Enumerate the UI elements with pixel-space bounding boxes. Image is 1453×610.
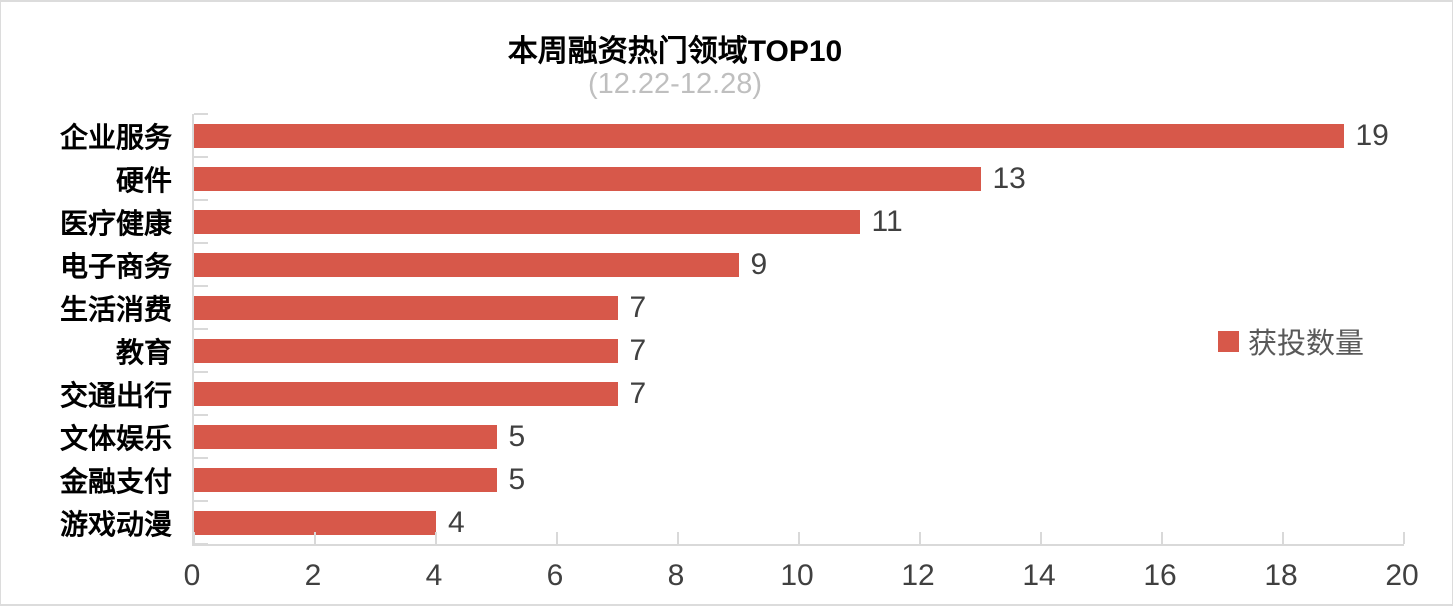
frame-top-border <box>0 0 1453 2</box>
bar-row: 7 <box>194 286 1404 329</box>
bar-电子商务 <box>194 252 739 277</box>
bar-value-label: 19 <box>1355 118 1389 152</box>
bar-金融支付 <box>194 467 497 492</box>
x-axis-tick <box>1282 532 1284 544</box>
x-axis-tick <box>556 532 558 544</box>
x-axis-tick-label: 14 <box>1022 559 1056 592</box>
bar-教育 <box>194 338 618 363</box>
category-axis-tick <box>194 543 208 545</box>
bar-row: 19 <box>194 114 1404 157</box>
x-axis-tick-label: 0 <box>183 559 201 592</box>
bar-文体娱乐 <box>194 424 497 449</box>
bar-row: 7 <box>194 329 1404 372</box>
bar-value-label: 4 <box>448 505 465 539</box>
bar-row: 9 <box>194 243 1404 286</box>
bar-row: 13 <box>194 157 1404 200</box>
x-axis-tick <box>798 532 800 544</box>
bar-交通出行 <box>194 381 618 406</box>
category-axis-labels: 企业服务硬件医疗健康电子商务生活消费教育交通出行文体娱乐金融支付游戏动漫 <box>0 114 172 544</box>
x-axis-tick-label: 16 <box>1143 559 1177 592</box>
category-axis-tick <box>194 500 208 502</box>
bar-row: 11 <box>194 200 1404 243</box>
category-label-游戏动漫: 游戏动漫 <box>59 508 172 540</box>
bar-生活消费 <box>194 295 618 320</box>
bar-硬件 <box>194 166 981 191</box>
bar-value-label: 13 <box>992 161 1026 195</box>
bar-row: 4 <box>194 501 1404 544</box>
category-axis-tick <box>194 457 208 459</box>
x-axis-tick <box>919 532 921 544</box>
category-axis-tick <box>194 242 208 244</box>
bar-value-label: 9 <box>750 247 768 281</box>
bar-游戏动漫 <box>194 510 436 535</box>
x-axis-tick-label: 6 <box>546 559 564 592</box>
category-label-教育: 教育 <box>115 336 172 368</box>
bar-企业服务 <box>194 123 1344 148</box>
x-axis-tick <box>193 532 195 544</box>
x-axis-tick <box>314 532 316 544</box>
bar-value-label: 7 <box>629 333 647 367</box>
x-axis-tick-label: 18 <box>1264 559 1298 592</box>
x-axis-tick <box>1403 532 1405 544</box>
category-label-电子商务: 电子商务 <box>59 250 172 282</box>
x-axis-tick-label: 20 <box>1385 559 1419 592</box>
category-axis-tick <box>194 414 208 416</box>
category-label-医疗健康: 医疗健康 <box>59 207 172 239</box>
category-label-硬件: 硬件 <box>115 164 172 196</box>
x-axis-tick-label: 4 <box>425 559 443 592</box>
bar-row: 5 <box>194 415 1404 458</box>
x-axis-tick <box>677 532 679 544</box>
x-axis-labels: 0 2 4 6 8 10 12 14 16 18 20 <box>184 559 1419 597</box>
bar-value-label: 7 <box>629 376 647 410</box>
category-axis-tick <box>194 328 208 330</box>
legend-swatch-icon <box>1218 330 1239 352</box>
category-axis-tick <box>194 199 208 201</box>
plot-area: 19 13 11 9 7 7 7 5 5 4 <box>192 113 1405 546</box>
legend-series-label: 获投数量 <box>1248 328 1365 360</box>
bar-value-label: 5 <box>508 462 526 496</box>
chart-subtitle: (12.22-12.28) <box>587 68 763 100</box>
x-axis-tick-label: 12 <box>901 559 935 592</box>
category-axis-tick <box>194 371 208 373</box>
x-axis-tick-label: 8 <box>667 559 685 592</box>
bar-value-label: 11 <box>871 204 903 238</box>
bar-value-label: 5 <box>508 419 526 453</box>
category-label-企业服务: 企业服务 <box>59 121 172 153</box>
category-axis-tick <box>194 156 208 158</box>
x-axis-tick <box>1040 532 1042 544</box>
x-axis-tick <box>435 532 437 544</box>
category-axis-tick <box>194 285 208 287</box>
category-label-文体娱乐: 文体娱乐 <box>59 422 172 454</box>
category-axis-tick <box>194 113 208 115</box>
frame-bottom-border <box>0 604 1453 606</box>
category-label-生活消费: 生活消费 <box>59 293 172 325</box>
bar-row: 7 <box>194 372 1404 415</box>
bar-医疗健康 <box>194 209 860 234</box>
legend: 获投数量 <box>1218 320 1364 362</box>
bar-row: 5 <box>194 458 1404 501</box>
bar-value-label: 7 <box>629 290 647 324</box>
chart-title: 本周融资热门领域TOP10 <box>507 35 843 68</box>
x-axis-tick-label: 10 <box>780 559 814 592</box>
x-axis-tick-label: 2 <box>304 559 322 592</box>
category-label-交通出行: 交通出行 <box>59 379 172 411</box>
category-label-金融支付: 金融支付 <box>59 465 172 497</box>
frame-left-border <box>0 0 1 606</box>
x-axis-tick <box>1161 532 1163 544</box>
